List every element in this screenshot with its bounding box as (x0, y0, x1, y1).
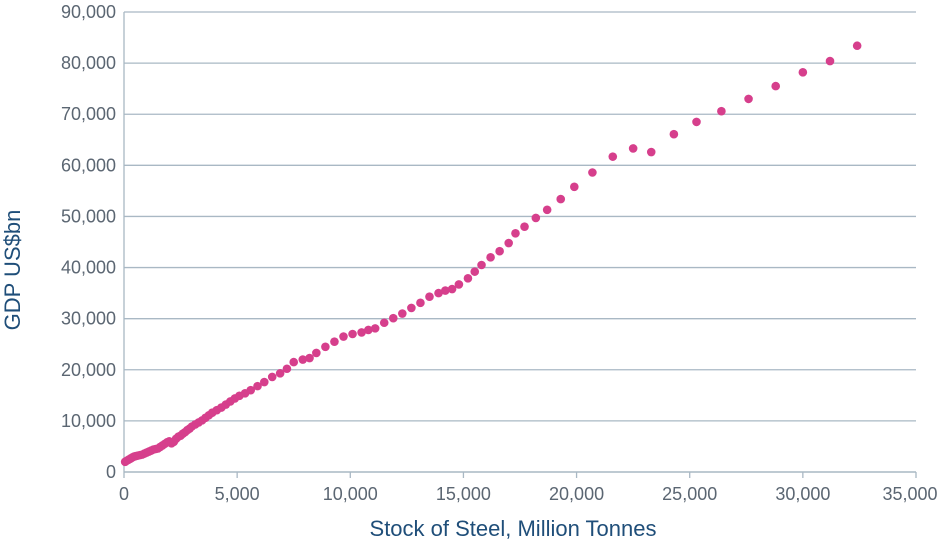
data-point (339, 332, 348, 341)
y-tick-label: 90,000 (61, 2, 116, 22)
data-point (825, 56, 835, 66)
data-point (348, 329, 357, 339)
y-tick-label: 50,000 (61, 206, 116, 226)
data-point (570, 182, 579, 192)
data-point (289, 357, 299, 367)
y-tick-label: 20,000 (61, 360, 116, 380)
data-point (852, 41, 862, 51)
data-point (330, 337, 339, 346)
data-point (407, 303, 416, 313)
data-point (441, 286, 450, 295)
data-point (608, 152, 618, 161)
data-point (282, 364, 292, 374)
data-point (771, 81, 781, 91)
data-point (357, 328, 366, 337)
data-point (434, 288, 443, 298)
data-point (511, 229, 520, 238)
y-axis-title: GDP US$bn (0, 210, 25, 331)
data-point (388, 313, 398, 323)
data-point (246, 385, 256, 395)
y-axis-ticks: 0 10,000 20,000 30,000 40,000 50,000 60,000 70,… (61, 2, 116, 482)
data-point (370, 324, 380, 333)
x-axis-ticks: 0 5,000 10,000 15,000 20,000 25,000 30,000 35,0… (119, 472, 938, 504)
data-point (470, 267, 480, 276)
data-point (379, 318, 389, 328)
data-point (321, 342, 330, 352)
data-points (120, 41, 862, 467)
data-point (798, 68, 808, 77)
data-point (744, 94, 753, 104)
x-tick-label: 20,000 (549, 484, 604, 504)
data-point (588, 168, 597, 177)
x-tick-label: 10,000 (323, 484, 378, 504)
data-point (463, 273, 473, 283)
x-tick-label: 5,000 (215, 484, 260, 504)
data-point (717, 106, 726, 116)
y-tick-label: 70,000 (61, 104, 116, 124)
y-tick-label: 40,000 (61, 258, 116, 278)
x-tick-label: 30,000 (775, 484, 830, 504)
data-point (495, 246, 504, 256)
data-point (364, 325, 373, 335)
data-point (312, 348, 321, 358)
x-tick-label: 0 (119, 484, 129, 504)
x-axis-title: Stock of Steel, Million Tonnes (370, 516, 657, 541)
y-tick-label: 80,000 (61, 53, 116, 73)
x-tick-label: 15,000 (436, 484, 491, 504)
data-point (259, 377, 269, 387)
y-tick-label: 10,000 (61, 411, 116, 431)
data-point (253, 381, 262, 391)
data-point (486, 253, 495, 262)
y-tick-label: 0 (106, 462, 116, 482)
y-tick-label: 30,000 (61, 309, 116, 329)
data-point (646, 147, 656, 157)
data-point (298, 355, 308, 364)
gridlines (123, 11, 916, 473)
data-point (692, 117, 701, 127)
data-point (531, 213, 541, 223)
data-point (447, 284, 457, 294)
data-point (669, 129, 679, 139)
data-point (477, 260, 486, 270)
x-tick-label: 25,000 (662, 484, 717, 504)
x-tick-label: 35,000 (882, 484, 937, 504)
data-point (398, 309, 407, 318)
data-point (425, 292, 434, 301)
data-point (628, 144, 638, 153)
data-point (454, 280, 464, 289)
data-point (416, 298, 425, 308)
data-point (504, 238, 513, 248)
y-tick-label: 60,000 (61, 155, 116, 175)
data-point (542, 205, 552, 215)
data-point (267, 372, 277, 382)
data-point (556, 194, 566, 204)
data-point (275, 369, 285, 378)
data-point (520, 222, 529, 231)
data-point (305, 353, 314, 363)
